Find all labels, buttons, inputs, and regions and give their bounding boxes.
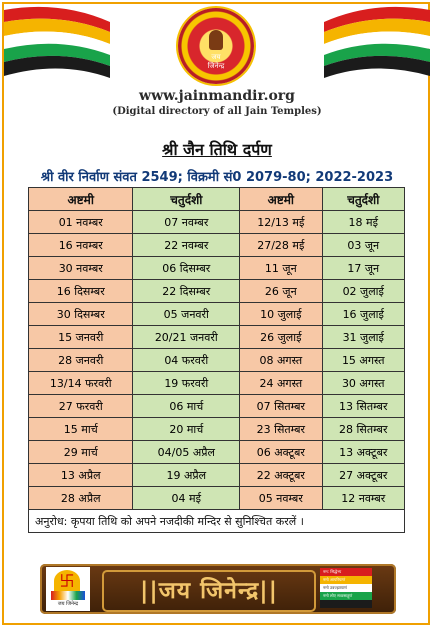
logo-caption: जय जिनेन्द्र [57,601,79,607]
header-chaturdashi: चतुर्दशी [132,187,241,211]
jain-mandir-emblem: जय जिनेन्द्र [178,8,254,84]
website-subtitle: (Digital directory of all Jain Temples) [112,106,322,117]
ashtami-date-cell: 12/13 मई [239,210,323,234]
table-row: 13 अप्रैल 19 अप्रैल 22 अक्टूबर 27 अक्टूबर [27,463,406,487]
swastika-icon: 卐 [54,570,80,592]
ashtami-date-cell: 30 नवम्बर [27,256,134,280]
jai-jinendra-text: ||जय जिनेन्द्र|| [102,570,316,612]
chaturdashi-date-cell: 30 अगस्त [321,371,406,395]
chaturdashi-date-cell: 16 जुलाई [321,302,406,326]
ashtami-date-cell: 30 दिसम्बर [27,302,134,326]
stripe-black [320,600,372,608]
chaturdashi-date-cell: 06 मार्च [132,394,241,418]
flag-stripe-icon [51,591,85,600]
chaturdashi-date-cell: 04 मई [132,486,241,510]
table-row: 29 मार्च 04/05 अप्रैल 06 अक्टूबर 13 अक्टूबर [27,440,406,464]
table-header-row: अष्टमी चतुर्दशी अष्टमी चतुर्दशी [27,187,406,211]
ashtami-date-cell: 08 अगस्त [239,348,323,372]
chaturdashi-date-cell: 17 जून [321,256,406,280]
stripe-green: नमो लोए सव्वसाहूणं [320,592,372,600]
navkar-stripes: नम: सिद्धेभ्य नमो आयरियाणं नमो उवज्झायाण… [320,568,372,608]
ashtami-date-cell: 13/14 फरवरी [27,371,134,395]
ashtami-date-cell: 15 मार्च [27,417,134,441]
ashtami-date-cell: 28 जनवरी [27,348,134,372]
ashtami-date-cell: 01 नवम्बर [27,210,134,234]
header-ashtami: अष्टमी [27,187,134,211]
ashtami-date-cell: 26 जुलाई [239,325,323,349]
chaturdashi-date-cell: 06 दिसम्बर [132,256,241,280]
chaturdashi-date-cell: 13 सितम्बर [321,394,406,418]
ashtami-date-cell: 15 जनवरी [27,325,134,349]
chaturdashi-date-cell: 02 जुलाई [321,279,406,303]
emblem-caption: जय जिनेन्द्र [207,53,225,70]
chaturdashi-date-cell: 22 नवम्बर [132,233,241,257]
chaturdashi-date-cell: 05 जनवरी [132,302,241,326]
table-row: 28 जनवरी 04 फरवरी 08 अगस्त 15 अगस्त [27,348,406,372]
chaturdashi-date-cell: 28 सितम्बर [321,417,406,441]
chaturdashi-date-cell: 18 मई [321,210,406,234]
table-row: 30 नवम्बर 06 दिसम्बर 11 जून 17 जून [27,256,406,280]
ashtami-date-cell: 07 सितम्बर [239,394,323,418]
ashtami-date-cell: 24 अगस्त [239,371,323,395]
chaturdashi-date-cell: 04 फरवरी [132,348,241,372]
ashtami-date-cell: 29 मार्च [27,440,134,464]
stripe-yellow: नमो आयरियाणं [320,576,372,584]
table-row: 13/14 फरवरी 19 फरवरी 24 अगस्त 30 अगस्त [27,371,406,395]
ashtami-date-cell: 23 सितम्बर [239,417,323,441]
table-row: 30 दिसम्बर 05 जनवरी 10 जुलाई 16 जुलाई [27,302,406,326]
ashtami-date-cell: 27/28 मई [239,233,323,257]
request-note: अनुरोध: कृपया तिथि को अपने नजदीकी मन्दिर… [28,509,405,533]
table-row: 28 अप्रैल 04 मई 05 नवम्बर 12 नवम्बर [27,486,406,510]
stripe-white: नमो उवज्झायाणं [320,584,372,592]
table-row: 16 दिसम्बर 22 दिसम्बर 26 जून 02 जुलाई [27,279,406,303]
chaturdashi-date-cell: 13 अक्टूबर [321,440,406,464]
chaturdashi-date-cell: 20 मार्च [132,417,241,441]
page-title: श्री जैन तिथि दर्पण [162,140,272,159]
tithi-table: अष्टमी चतुर्दशी अष्टमी चतुर्दशी 01 नवम्ब… [27,187,406,533]
ashtami-date-cell: 16 दिसम्बर [27,279,134,303]
ashtami-date-cell: 16 नवम्बर [27,233,134,257]
era-line: श्री वीर निर्वाण संवत 2549; विक्रमी सं0 … [40,170,394,185]
stripe-red: नम: सिद्धेभ्य [320,568,372,576]
ashtami-date-cell: 11 जून [239,256,323,280]
chaturdashi-date-cell: 07 नवम्बर [132,210,241,234]
ashtami-date-cell: 26 जून [239,279,323,303]
ashtami-date-cell: 13 अप्रैल [27,463,134,487]
table-row: 16 नवम्बर 22 नवम्बर 27/28 मई 03 जून [27,233,406,257]
chaturdashi-date-cell: 04/05 अप्रैल [132,440,241,464]
website-url[interactable]: www.jainmandir.org [139,88,295,104]
chaturdashi-date-cell: 31 जुलाई [321,325,406,349]
ashtami-date-cell: 22 अक्टूबर [239,463,323,487]
chaturdashi-date-cell: 20/21 जनवरी [132,325,241,349]
table-row: 01 नवम्बर 07 नवम्बर 12/13 मई 18 मई [27,210,406,234]
chaturdashi-date-cell: 15 अगस्त [321,348,406,372]
header-chaturdashi: चतुर्दशी [321,187,406,211]
ashtami-date-cell: 27 फरवरी [27,394,134,418]
jain-symbol-logo: 卐 जय जिनेन्द्र [46,567,90,611]
tirthankara-icon [209,30,223,50]
jain-flag-waves [4,6,430,78]
ashtami-date-cell: 05 नवम्बर [239,486,323,510]
chaturdashi-date-cell: 19 फरवरी [132,371,241,395]
chaturdashi-date-cell: 27 अक्टूबर [321,463,406,487]
chaturdashi-date-cell: 03 जून [321,233,406,257]
ashtami-date-cell: 28 अप्रैल [27,486,134,510]
chaturdashi-date-cell: 22 दिसम्बर [132,279,241,303]
ashtami-date-cell: 06 अक्टूबर [239,440,323,464]
table-row: 15 मार्च 20 मार्च 23 सितम्बर 28 सितम्बर [27,417,406,441]
ashtami-date-cell: 10 जुलाई [239,302,323,326]
header-ashtami: अष्टमी [239,187,323,211]
note-row: अनुरोध: कृपया तिथि को अपने नजदीकी मन्दिर… [28,509,405,533]
chaturdashi-date-cell: 19 अप्रैल [132,463,241,487]
chaturdashi-date-cell: 12 नवम्बर [321,486,406,510]
table-row: 15 जनवरी 20/21 जनवरी 26 जुलाई 31 जुलाई [27,325,406,349]
table-row: 27 फरवरी 06 मार्च 07 सितम्बर 13 सितम्बर [27,394,406,418]
